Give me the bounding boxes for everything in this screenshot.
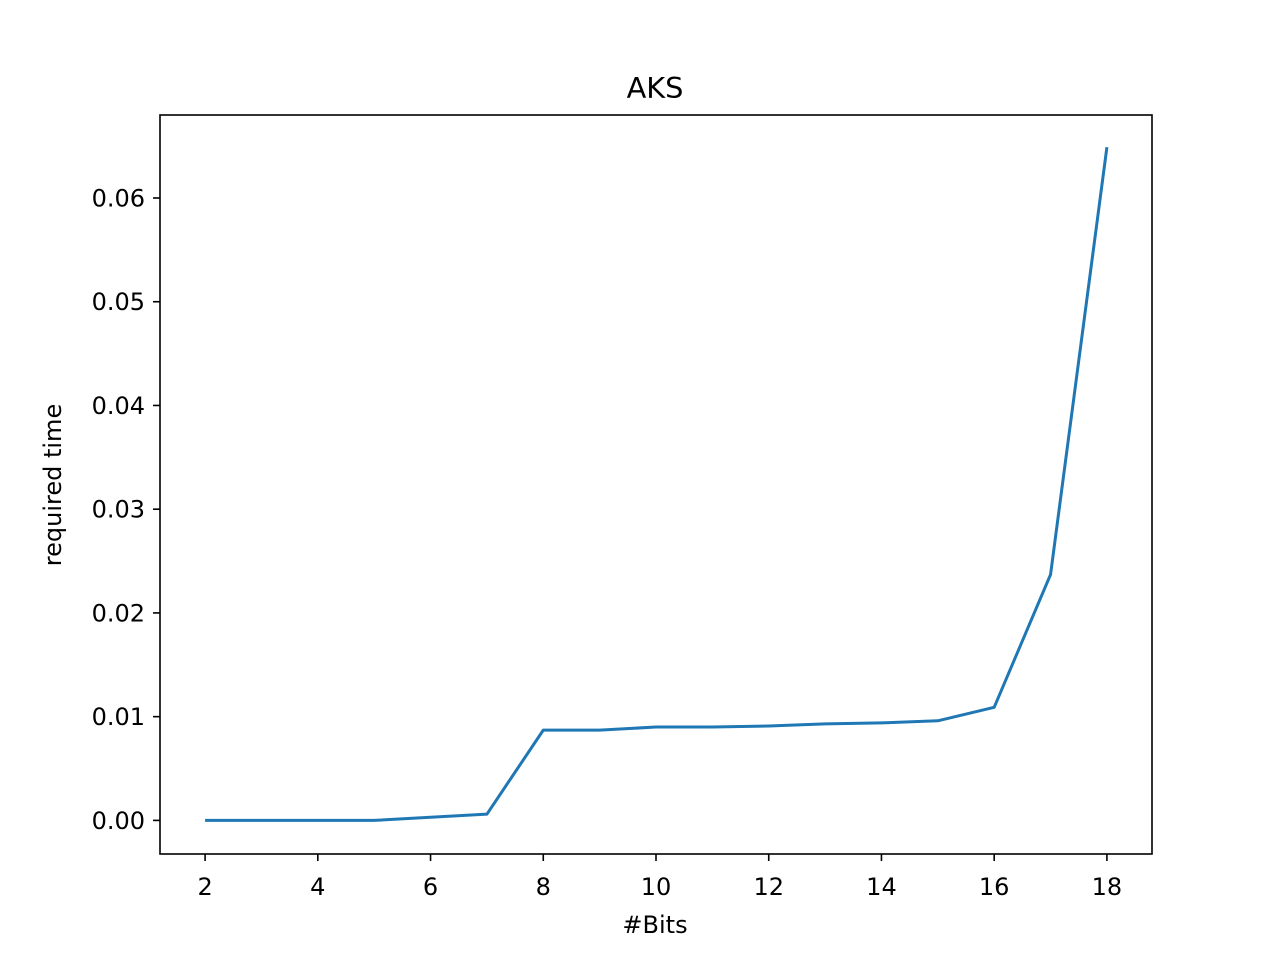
- plot-area: [160, 115, 1152, 854]
- x-tick-label: 10: [641, 873, 672, 901]
- y-tick-label: 0.03: [92, 496, 145, 524]
- y-axis-ticks: 0.00 0.01 0.02 0.03 0.04 0.05 0.06: [92, 184, 160, 835]
- x-tick-label: 6: [423, 873, 438, 901]
- y-tick-label: 0.00: [92, 807, 145, 835]
- plot-frame: [159, 114, 1153, 855]
- x-tick-label: 4: [310, 873, 325, 901]
- x-tick-label: 2: [197, 873, 212, 901]
- x-axis-label: #Bits: [622, 911, 687, 939]
- series-layer: [205, 146, 1109, 822]
- chart-title: AKS: [627, 71, 684, 105]
- y-tick-label: 0.02: [92, 599, 145, 627]
- y-axis-label: required time: [39, 404, 67, 566]
- x-tick-label: 18: [1092, 873, 1123, 901]
- y-tick-label: 0.04: [92, 392, 145, 420]
- series-line: [205, 146, 1109, 822]
- y-tick-label: 0.05: [92, 288, 145, 316]
- y-tick-label: 0.01: [92, 703, 145, 731]
- x-tick-label: 16: [979, 873, 1010, 901]
- x-tick-label: 12: [753, 873, 784, 901]
- x-tick-label: 8: [536, 873, 551, 901]
- x-tick-label: 14: [866, 873, 897, 901]
- x-axis-ticks: 2 4 6 8 10 12 14 16 18: [197, 854, 1122, 901]
- y-tick-label: 0.06: [92, 184, 145, 212]
